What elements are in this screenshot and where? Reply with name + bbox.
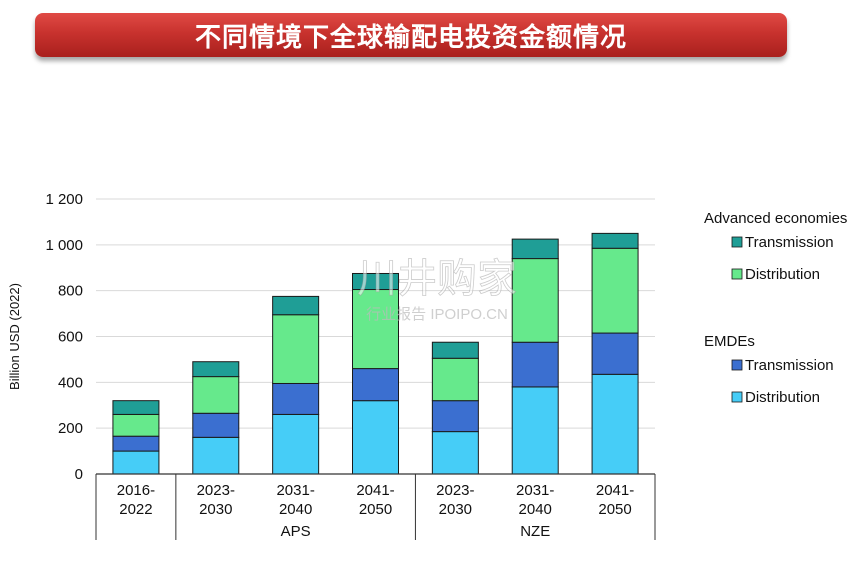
legend-item-label: Transmission (745, 357, 834, 374)
emdes-transmission-bar (352, 368, 399, 402)
x-tick-label: 2041- (356, 482, 394, 499)
y-axis-label: Billion USD (2022) (7, 283, 22, 390)
emdes-transmission-bar (431, 400, 479, 433)
advanced-distribution-bar (431, 357, 479, 402)
page-title: 不同情境下全球输配电投资金额情况 (194, 22, 627, 53)
emdes-distribution-bar (192, 436, 240, 475)
emdes-transmission-bar (112, 435, 160, 452)
emdes-distribution-bar (431, 431, 479, 475)
emdes-transmission-bar (591, 332, 639, 375)
advanced-transmission-bar (511, 238, 559, 260)
advanced-transmission-bar (112, 400, 160, 415)
x-tick-label: 2022 (119, 501, 152, 518)
x-tick-label: 2023- (197, 482, 235, 499)
legend-item-label: Distribution (745, 389, 820, 406)
x-tick-label: 2030 (439, 501, 472, 518)
x-tick-label: 2023- (436, 482, 474, 499)
emdes-distribution-bar (511, 386, 559, 475)
advanced-distribution-bar (272, 314, 320, 384)
advanced-transmission-bar (192, 361, 240, 378)
y-tick-label: 200 (58, 420, 83, 437)
x-tick-label: 2031- (516, 482, 554, 499)
y-tick-label: 1 000 (45, 237, 83, 254)
legend-item-label: Distribution (745, 266, 820, 283)
advanced-distribution-bar (591, 247, 639, 334)
x-tick-label: 2040 (279, 501, 312, 518)
emdes-transmission-bar (272, 382, 320, 415)
legend-swatch (731, 359, 743, 371)
legend-swatch (731, 236, 743, 248)
advanced-transmission-bar (431, 341, 479, 359)
emdes-transmission-bar (511, 341, 559, 388)
legend-group-title: Advanced economies (704, 210, 847, 227)
legend-item-label: Transmission (745, 234, 834, 251)
advanced-transmission-bar (352, 272, 399, 291)
emdes-transmission-bar (192, 412, 240, 438)
x-tick-label: 2016- (117, 482, 155, 499)
advanced-distribution-bar (192, 376, 240, 414)
x-tick-label: 2050 (359, 501, 392, 518)
emdes-distribution-bar (112, 450, 160, 475)
watermark-text: 川井购家 (357, 257, 517, 301)
x-tick-label: 2041- (596, 482, 634, 499)
advanced-transmission-bar (272, 295, 320, 316)
y-tick-label: 600 (58, 329, 83, 346)
legend-swatch (731, 268, 743, 280)
emdes-distribution-bar (352, 400, 399, 475)
legend-group-title: EMDEs (704, 333, 755, 350)
advanced-transmission-bar (591, 232, 639, 249)
x-tick-label: 2040 (519, 501, 552, 518)
emdes-distribution-bar (591, 373, 639, 475)
advanced-distribution-bar (352, 289, 399, 370)
x-tick-label: 2050 (598, 501, 631, 518)
title-banner: 不同情境下全球输配电投资金额情况 (35, 13, 787, 57)
advanced-distribution-bar (112, 413, 160, 437)
y-tick-label: 0 (75, 466, 83, 483)
emdes-distribution-bar (272, 413, 320, 475)
legend-swatch (731, 391, 743, 403)
y-tick-label: 400 (58, 374, 83, 391)
y-tick-label: 1 200 (45, 191, 83, 208)
x-tick-label: 2030 (199, 501, 232, 518)
advanced-distribution-bar (511, 258, 559, 343)
watermark-subtext: 行业报告 IPOIPO.CN (366, 306, 508, 323)
x-group-label: NZE (520, 523, 550, 540)
y-tick-label: 800 (58, 283, 83, 300)
x-tick-label: 2031- (276, 482, 314, 499)
x-group-label: APS (281, 523, 311, 540)
